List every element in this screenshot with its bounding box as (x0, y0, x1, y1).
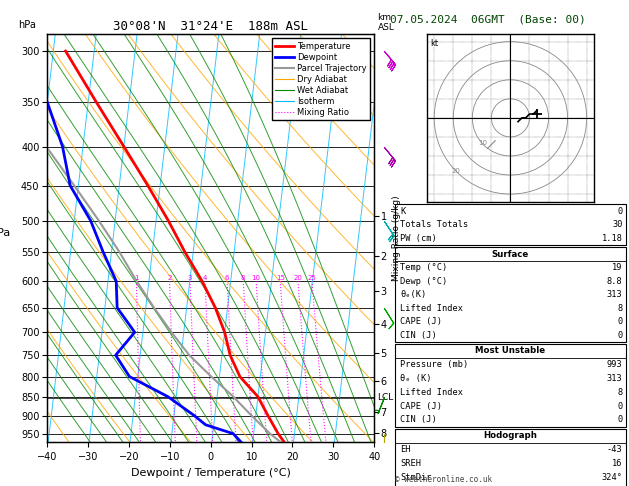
Text: 8.8: 8.8 (607, 277, 623, 286)
Text: 0: 0 (618, 207, 623, 215)
Text: hPa: hPa (18, 20, 36, 30)
Y-axis label: hPa: hPa (0, 228, 10, 238)
Text: km
ASL: km ASL (377, 13, 394, 32)
Text: Temp (°C): Temp (°C) (400, 263, 447, 272)
Text: StmDir: StmDir (400, 473, 431, 483)
Text: LCL: LCL (377, 393, 394, 402)
Text: 0: 0 (618, 331, 623, 340)
Text: SREH: SREH (400, 459, 421, 469)
Text: 10: 10 (252, 275, 260, 281)
Text: 15: 15 (276, 275, 285, 281)
Text: 8: 8 (618, 304, 623, 313)
Text: 6: 6 (225, 275, 230, 281)
Text: 0: 0 (618, 317, 623, 326)
Text: 4: 4 (203, 275, 208, 281)
Text: Totals Totals: Totals Totals (400, 220, 469, 229)
Text: -43: -43 (607, 445, 623, 454)
Text: Pressure (mb): Pressure (mb) (400, 360, 469, 369)
Text: Dewp (°C): Dewp (°C) (400, 277, 447, 286)
Text: K: K (400, 207, 405, 215)
Text: 313: 313 (607, 290, 623, 299)
Text: 10: 10 (479, 140, 487, 146)
Text: 8: 8 (618, 388, 623, 397)
Text: 2: 2 (167, 275, 172, 281)
Text: 25: 25 (308, 275, 316, 281)
Text: Lifted Index: Lifted Index (400, 304, 463, 313)
Text: Hodograph: Hodograph (484, 431, 537, 440)
Text: 30: 30 (612, 220, 623, 229)
Text: CIN (J): CIN (J) (400, 416, 437, 424)
Text: 324°: 324° (602, 473, 623, 483)
Text: 20: 20 (294, 275, 303, 281)
Text: © weatheronline.co.uk: © weatheronline.co.uk (395, 474, 492, 484)
Text: 993: 993 (607, 360, 623, 369)
Text: Lifted Index: Lifted Index (400, 388, 463, 397)
Text: θₑ(K): θₑ(K) (400, 290, 426, 299)
Text: 313: 313 (607, 374, 623, 383)
Text: 3: 3 (187, 275, 192, 281)
Text: 8: 8 (241, 275, 245, 281)
Text: PW (cm): PW (cm) (400, 234, 437, 243)
X-axis label: Dewpoint / Temperature (°C): Dewpoint / Temperature (°C) (131, 468, 291, 478)
Text: Mixing Ratio (g/kg): Mixing Ratio (g/kg) (392, 195, 401, 281)
Text: CIN (J): CIN (J) (400, 331, 437, 340)
Text: 19: 19 (612, 263, 623, 272)
Text: CAPE (J): CAPE (J) (400, 401, 442, 411)
Text: θₑ (K): θₑ (K) (400, 374, 431, 383)
Title: 30°08'N  31°24'E  188m ASL: 30°08'N 31°24'E 188m ASL (113, 20, 308, 33)
Text: Most Unstable: Most Unstable (476, 347, 545, 355)
Text: 0: 0 (618, 401, 623, 411)
Text: 20: 20 (451, 168, 460, 174)
Text: EH: EH (400, 445, 411, 454)
Legend: Temperature, Dewpoint, Parcel Trajectory, Dry Adiabat, Wet Adiabat, Isotherm, Mi: Temperature, Dewpoint, Parcel Trajectory… (272, 38, 370, 121)
Text: Surface: Surface (492, 250, 529, 259)
Text: 16: 16 (612, 459, 623, 469)
Text: 1: 1 (134, 275, 138, 281)
Text: CAPE (J): CAPE (J) (400, 317, 442, 326)
Text: 1.18: 1.18 (602, 234, 623, 243)
Text: kt: kt (430, 39, 438, 48)
Text: 07.05.2024  06GMT  (Base: 00): 07.05.2024 06GMT (Base: 00) (390, 15, 586, 25)
Text: 0: 0 (618, 416, 623, 424)
